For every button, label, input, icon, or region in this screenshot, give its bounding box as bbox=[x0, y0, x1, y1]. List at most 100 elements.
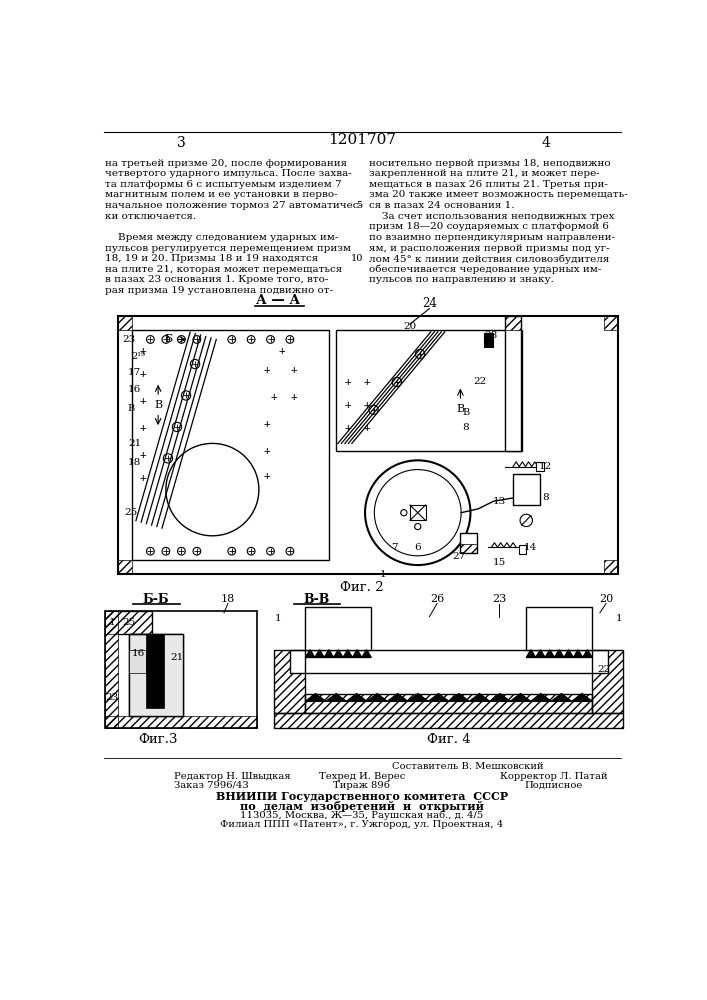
Text: на третьей призме 20, после формирования: на третьей призме 20, после формирования bbox=[105, 158, 348, 167]
Text: 17: 17 bbox=[128, 368, 141, 377]
Text: ся в пазах 24 основания 1.: ся в пазах 24 основания 1. bbox=[369, 201, 515, 210]
Bar bbox=[146, 634, 163, 708]
Text: начальное положение тормоз 27 автоматичес-: начальное положение тормоз 27 автоматиче… bbox=[105, 201, 363, 210]
Text: А — А: А — А bbox=[256, 294, 300, 307]
Polygon shape bbox=[408, 694, 428, 701]
Polygon shape bbox=[469, 694, 490, 701]
Polygon shape bbox=[536, 650, 545, 657]
Text: В-В: В-В bbox=[304, 593, 330, 606]
Text: на плите 21, которая может перемещаться: на плите 21, которая может перемещаться bbox=[105, 265, 343, 274]
Polygon shape bbox=[362, 650, 371, 657]
Text: рая призма 19 установлена подвижно от-: рая призма 19 установлена подвижно от- bbox=[105, 286, 334, 295]
Text: 24: 24 bbox=[422, 297, 437, 310]
Text: +: + bbox=[291, 365, 297, 375]
Bar bbox=[105, 611, 257, 728]
Text: Техред И. Верес: Техред И. Верес bbox=[319, 772, 405, 781]
Text: 1: 1 bbox=[275, 614, 281, 623]
Text: 28: 28 bbox=[485, 331, 498, 340]
Polygon shape bbox=[352, 650, 362, 657]
Text: 1: 1 bbox=[380, 570, 386, 579]
Text: 6: 6 bbox=[414, 543, 421, 552]
Text: 13: 13 bbox=[493, 497, 506, 506]
Text: 8: 8 bbox=[462, 424, 469, 432]
Text: +: + bbox=[139, 450, 146, 460]
Bar bbox=[305, 694, 592, 713]
Bar bbox=[537, 462, 544, 471]
Text: магнитным полем и ее установки в перво-: магнитным полем и ее установки в перво- bbox=[105, 190, 338, 199]
Text: +: + bbox=[344, 377, 351, 387]
Bar bbox=[105, 611, 152, 634]
Text: 5: 5 bbox=[356, 201, 363, 210]
Text: ям, и расположения первой призмы под уг-: ям, и расположения первой призмы под уг- bbox=[369, 244, 609, 253]
Polygon shape bbox=[554, 650, 564, 657]
Text: ки отключается.: ки отключается. bbox=[105, 212, 197, 221]
Polygon shape bbox=[573, 650, 583, 657]
Text: 7: 7 bbox=[391, 543, 398, 552]
Bar bbox=[290, 650, 607, 673]
Polygon shape bbox=[387, 694, 408, 701]
Polygon shape bbox=[305, 694, 326, 701]
Text: та платформы 6 с испытуемым изделием 7: та платформы 6 с испытуемым изделием 7 bbox=[105, 180, 342, 189]
Text: мещаться в пазах 26 плиты 21. Третья при-: мещаться в пазах 26 плиты 21. Третья при… bbox=[369, 180, 608, 189]
Text: +: + bbox=[139, 423, 146, 433]
Text: +: + bbox=[364, 423, 370, 433]
Text: 3: 3 bbox=[177, 136, 186, 150]
Text: Фиг. 2: Фиг. 2 bbox=[340, 581, 384, 594]
Bar bbox=[129, 650, 146, 673]
Text: Редактор Н. Швыдкая: Редактор Н. Швыдкая bbox=[174, 772, 291, 781]
Text: Заказ 7996/43: Заказ 7996/43 bbox=[174, 781, 248, 790]
Text: +: + bbox=[139, 369, 146, 379]
Bar bbox=[129, 634, 183, 716]
Polygon shape bbox=[428, 694, 449, 701]
Polygon shape bbox=[334, 650, 343, 657]
Polygon shape bbox=[490, 694, 510, 701]
Polygon shape bbox=[545, 650, 554, 657]
Bar bbox=[592, 650, 623, 713]
Text: В: В bbox=[127, 404, 134, 413]
Text: Время между следованием ударных им-: Время между следованием ударных им- bbox=[105, 233, 339, 242]
Bar bbox=[105, 611, 118, 728]
Text: 8: 8 bbox=[542, 493, 549, 502]
Text: 1: 1 bbox=[108, 618, 115, 627]
Text: 20: 20 bbox=[599, 594, 613, 604]
Bar bbox=[410, 505, 426, 520]
Text: 22: 22 bbox=[597, 665, 610, 674]
Text: 23: 23 bbox=[492, 594, 506, 604]
Polygon shape bbox=[551, 694, 572, 701]
Text: 10: 10 bbox=[351, 254, 363, 263]
Text: 25: 25 bbox=[122, 618, 135, 627]
Text: лом 45° к линии действия силовозбудителя: лом 45° к линии действия силовозбудителя bbox=[369, 254, 609, 264]
Text: 23: 23 bbox=[105, 693, 118, 702]
Bar bbox=[337, 330, 522, 451]
Polygon shape bbox=[526, 650, 536, 657]
Bar bbox=[118, 560, 132, 574]
Text: В: В bbox=[456, 404, 464, 414]
Text: пульсов по направлению и знаку.: пульсов по направлению и знаку. bbox=[369, 275, 554, 284]
Text: +: + bbox=[263, 446, 270, 456]
Text: по  делам  изобретений  и  открытий: по делам изобретений и открытий bbox=[240, 801, 484, 812]
Text: 16: 16 bbox=[132, 649, 145, 658]
Text: +: + bbox=[279, 346, 286, 356]
Text: Подписное: Подписное bbox=[524, 781, 583, 790]
Bar bbox=[460, 544, 477, 553]
Text: 1: 1 bbox=[616, 614, 623, 623]
Text: 23: 23 bbox=[122, 335, 135, 344]
Text: в пазах 23 основания 1. Кроме того, вто-: в пазах 23 основания 1. Кроме того, вто- bbox=[105, 275, 329, 284]
Text: 14: 14 bbox=[523, 543, 537, 552]
Text: 21: 21 bbox=[170, 653, 183, 662]
Polygon shape bbox=[346, 694, 367, 701]
Polygon shape bbox=[343, 650, 352, 657]
Text: +: + bbox=[263, 365, 270, 375]
Text: пульсов регулируется перемещением призм: пульсов регулируется перемещением призм bbox=[105, 244, 351, 253]
Bar bbox=[132, 330, 329, 560]
Text: За счет использования неподвижных трех: За счет использования неподвижных трех bbox=[369, 212, 614, 221]
Text: носительно первой призмы 18, неподвижно: носительно первой призмы 18, неподвижно bbox=[369, 158, 611, 167]
Text: ВНИИПИ Государственного комитета  СССР: ВНИИПИ Государственного комитета СССР bbox=[216, 791, 508, 802]
Text: Б-Б: Б-Б bbox=[143, 593, 169, 606]
Text: 15: 15 bbox=[493, 558, 506, 567]
Bar bbox=[592, 650, 623, 713]
Bar bbox=[129, 634, 183, 716]
Bar bbox=[129, 634, 183, 716]
Text: Составитель В. Мешковский: Составитель В. Мешковский bbox=[392, 762, 544, 771]
Text: Тираж 896: Тираж 896 bbox=[334, 781, 390, 790]
